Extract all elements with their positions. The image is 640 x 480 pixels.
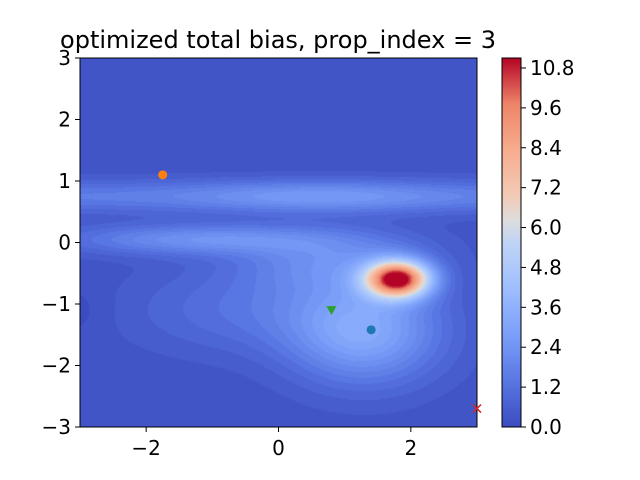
y-tick-label: 2	[58, 108, 71, 132]
colorbar-tick-label: 8.4	[530, 136, 562, 160]
heatmap-field	[80, 58, 477, 427]
colorbar-gradient	[501, 57, 522, 428]
y-tick-label: 1	[58, 169, 71, 193]
colorbar: 0.0 1.2 2.4 3.6 4.8 6.0 7.2 8.4 9.6 10.8	[501, 56, 575, 439]
y-axis: 3 2 1 0 −1 −2 −3	[42, 46, 80, 439]
y-tick-label: −1	[42, 292, 71, 316]
y-tick-label: 0	[58, 231, 71, 255]
plot-area	[80, 58, 477, 427]
y-tick-label: −2	[42, 354, 71, 378]
colorbar-tick-label: 9.6	[530, 96, 562, 120]
colorbar-tick-label: 2.4	[530, 335, 562, 359]
x-tick-label: 2	[404, 436, 417, 460]
chart-title: optimized total bias, prop_index = 3	[60, 26, 496, 54]
marker-circle-0	[158, 170, 168, 180]
marker-triangle-down-1	[326, 306, 337, 316]
colorbar-ticks: 0.0 1.2 2.4 3.6 4.8 6.0 7.2 8.4 9.6 10.8	[521, 56, 575, 439]
colorbar-tick-label: 7.2	[530, 176, 562, 200]
x-tick-label: −2	[131, 436, 160, 460]
marker-circle-2	[366, 325, 376, 335]
marker-x-3	[472, 404, 482, 414]
markers	[158, 170, 482, 414]
colorbar-tick-label: 1.2	[530, 375, 562, 399]
colorbar-tick-label: 3.6	[530, 295, 562, 319]
x-axis: −2 0 2	[131, 427, 417, 460]
y-tick-label: 3	[58, 46, 71, 70]
x-tick-label: 0	[272, 436, 285, 460]
colorbar-tick-label: 0.0	[530, 415, 562, 439]
colorbar-tick-label: 10.8	[530, 56, 575, 80]
colorbar-tick-label: 4.8	[530, 255, 562, 279]
colorbar-tick-label: 6.0	[530, 216, 562, 240]
y-tick-label: −3	[42, 415, 71, 439]
